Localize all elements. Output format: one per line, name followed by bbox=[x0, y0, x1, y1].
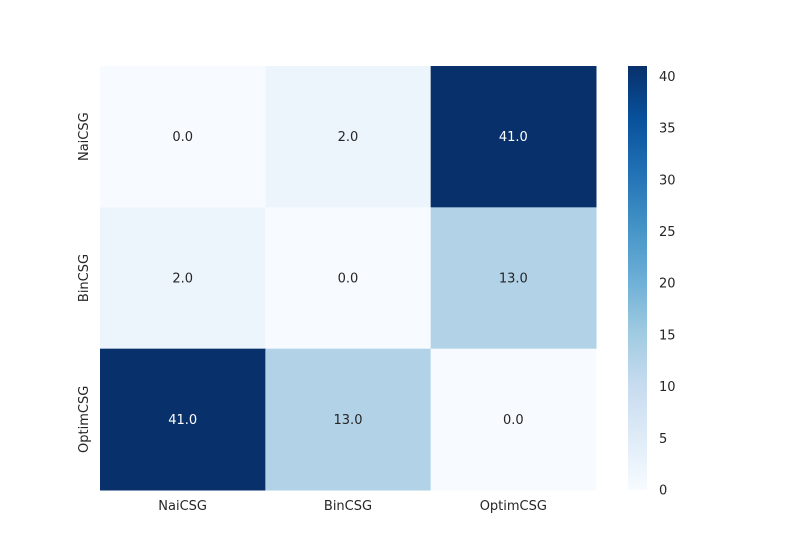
cell-value-label-r1-c0: 2.0 bbox=[172, 272, 193, 287]
colorbar-tick-label-6: 30 bbox=[659, 173, 676, 188]
cell-value-label-r1-c1: 0.0 bbox=[338, 272, 359, 287]
x-tick-label-0: NaiCSG bbox=[158, 499, 207, 514]
x-tick-label-2: OptimCSG bbox=[480, 499, 547, 514]
colorbar-tick-labels: 0 5 10 15 20 25 30 35 40 bbox=[659, 70, 676, 499]
colorbar-tick-label-4: 20 bbox=[659, 277, 676, 292]
heatmap-cell-r0-c0 bbox=[100, 66, 266, 208]
colorbar-tick-label-1: 5 bbox=[659, 432, 667, 447]
heatmap-cell-r2-c0 bbox=[100, 348, 266, 491]
heatmap-cell-r2-c2 bbox=[430, 348, 597, 491]
x-tick-label-1: BinCSG bbox=[324, 499, 372, 514]
colorbar-tick-label-5: 25 bbox=[659, 225, 676, 240]
cell-value-label-r2-c2: 0.0 bbox=[503, 413, 524, 428]
cell-value-label-r0-c0: 0.0 bbox=[172, 130, 193, 145]
y-tick-label-0: NaiCSG bbox=[77, 112, 92, 161]
colorbar-tick-label-7: 35 bbox=[659, 122, 676, 137]
y-tick-label-1: BinCSG bbox=[77, 254, 92, 302]
heatmap-cell-r0-c2 bbox=[430, 66, 597, 208]
heatmap-cell-r1-c0 bbox=[100, 207, 266, 350]
y-tick-label-2: OptimCSG bbox=[77, 386, 92, 453]
heatmap-cell-r2-c1 bbox=[265, 348, 432, 491]
cell-value-label-r0-c1: 2.0 bbox=[338, 130, 359, 145]
y-axis-tick-labels: NaiCSG BinCSG OptimCSG bbox=[77, 112, 92, 453]
cell-value-label-r1-c2: 13.0 bbox=[499, 272, 528, 287]
x-axis-tick-labels: NaiCSG BinCSG OptimCSG bbox=[158, 499, 547, 514]
cell-value-label-r2-c0: 41.0 bbox=[168, 413, 197, 428]
colorbar-tick-label-8: 40 bbox=[659, 70, 676, 85]
colorbar-tick-label-0: 0 bbox=[659, 484, 667, 499]
heatmap-cells bbox=[100, 66, 597, 491]
heatmap-cell-labels: 0.0 2.0 41.0 2.0 0.0 13.0 41.0 13.0 0.0 bbox=[168, 130, 528, 428]
cell-value-label-r0-c2: 41.0 bbox=[499, 130, 528, 145]
colorbar bbox=[628, 66, 647, 490]
heatmap-cell-r1-c1 bbox=[265, 207, 432, 350]
colorbar-tick-label-2: 10 bbox=[659, 380, 676, 395]
heatmap-cell-r0-c1 bbox=[265, 66, 432, 208]
heatmap-cell-r1-c2 bbox=[430, 207, 597, 350]
colorbar-tick-label-3: 15 bbox=[659, 328, 676, 343]
cell-value-label-r2-c1: 13.0 bbox=[334, 413, 363, 428]
